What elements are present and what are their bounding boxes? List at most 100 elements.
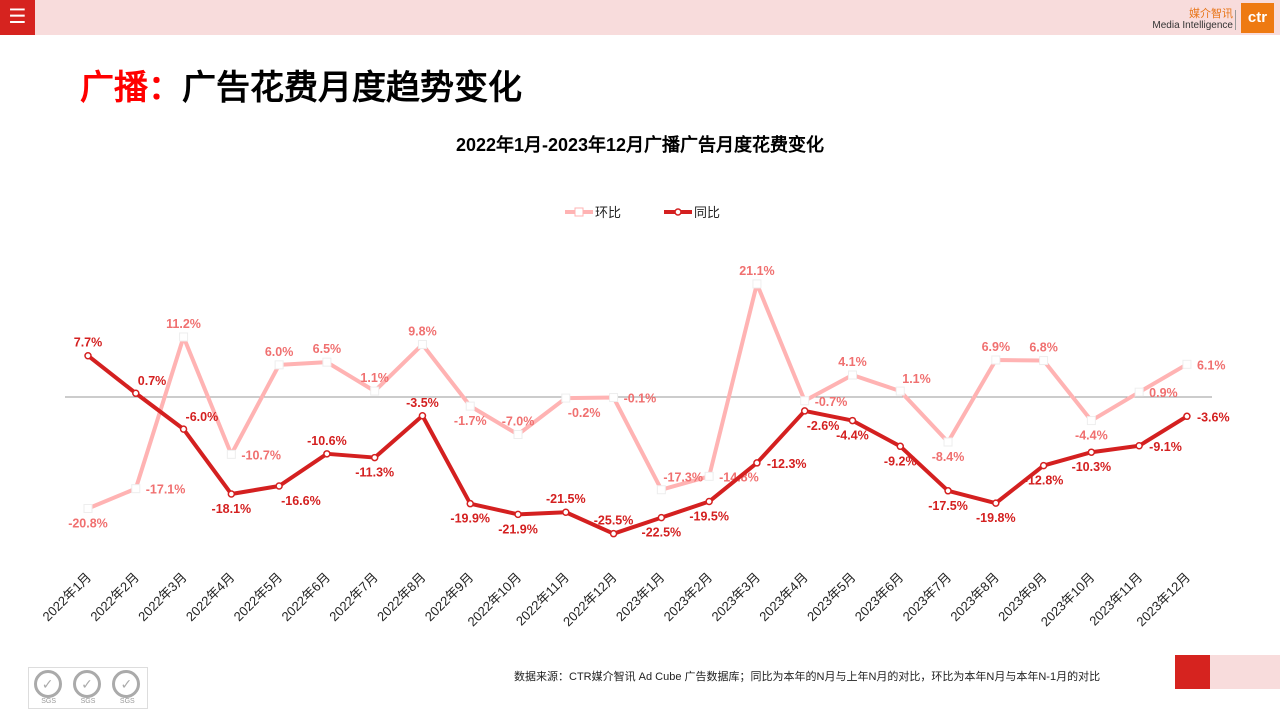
tongbi-point (705, 497, 713, 506)
huanbi-point (943, 437, 953, 447)
tongbi-point (753, 459, 761, 467)
huanbi-point (1182, 359, 1192, 369)
sgs-check-icon: ✓ (33, 670, 62, 698)
brand: 媒介智讯 Media Intelligence (1152, 8, 1233, 32)
tongbi-point (609, 529, 618, 538)
sgs-badge-label: SGS (80, 698, 96, 705)
huanbi-point (274, 360, 284, 370)
x-tick-label: 2023年7月 (900, 570, 955, 625)
huanbi-point (991, 355, 1001, 365)
tongbi-point (466, 499, 474, 508)
sgs-badge: ✓ SGS (109, 669, 145, 707)
data-label: -19.8% (976, 511, 1016, 525)
data-label: -4.4% (1075, 429, 1108, 443)
huanbi-point (465, 401, 475, 411)
footer-accent-red (1175, 655, 1210, 689)
huanbi-point (226, 449, 236, 459)
x-tick-label: 2022年6月 (278, 570, 333, 625)
huanbi-point (895, 386, 905, 396)
data-label: -12.3% (767, 457, 807, 471)
brand-cn: 媒介智讯 (1189, 8, 1233, 20)
hamburger-menu-button[interactable]: ☰ (0, 0, 35, 35)
x-tick-label: 2023年2月 (661, 570, 716, 625)
tongbi-point (132, 389, 140, 397)
tongbi-point (1183, 412, 1191, 421)
x-tick-label: 2023年5月 (804, 570, 859, 625)
data-label: -2.6% (807, 419, 840, 433)
tongbi-point (1135, 442, 1143, 450)
tongbi-point (562, 508, 570, 516)
x-tick-label: 2023年3月 (708, 570, 763, 625)
huanbi-point (656, 485, 666, 495)
huanbi-point (609, 393, 619, 403)
data-label: -18.1% (212, 502, 252, 516)
x-tick-label: 2022年2月 (87, 570, 142, 625)
huanbi-point (561, 393, 571, 403)
tongbi-point (1087, 448, 1096, 456)
huanbi-point (800, 396, 810, 406)
data-label: 1.1% (902, 372, 931, 386)
data-label: 11.2% (166, 317, 201, 331)
data-source-note: 数据来源：CTR媒介智讯 Ad Cube 广告数据库；同比为本年的N月与上年N月… (514, 671, 1101, 683)
data-label: 7.7% (74, 336, 103, 350)
data-label: -21.5% (546, 492, 586, 506)
sgs-badge-label: SGS (119, 698, 135, 705)
series-line-1 (86, 354, 1188, 536)
x-tick-label: 2022年5月 (231, 570, 286, 625)
data-label: -0.7% (815, 395, 848, 409)
divider (1235, 10, 1236, 30)
huanbi-point (131, 484, 141, 494)
sgs-certification-badges: ✓ SGS ✓ SGS ✓ SGS (28, 667, 148, 709)
data-label: -16.6% (281, 494, 321, 508)
data-label: -11.3% (355, 466, 394, 480)
data-label: -4.4% (836, 429, 869, 443)
ctr-logo: ctr (1241, 3, 1274, 33)
data-label: -0.1% (624, 392, 657, 406)
data-label: -6.0% (186, 410, 219, 424)
title-prefix: 广播： (80, 69, 182, 107)
data-label: -21.9% (498, 522, 538, 536)
tongbi-point (800, 407, 809, 415)
data-label: -1.7% (454, 414, 487, 428)
tongbi-point (1039, 461, 1048, 470)
huanbi-point (704, 471, 714, 481)
huanbi-point (1134, 387, 1144, 397)
tongbi-point (657, 513, 666, 522)
data-label: -10.3% (1072, 460, 1112, 474)
data-label: -19.9% (450, 512, 490, 526)
x-tick-label: 2022年8月 (374, 570, 429, 625)
data-label: 9.8% (408, 324, 437, 338)
tongbi-point (514, 510, 522, 519)
data-label: -3.6% (1197, 410, 1230, 424)
data-label: -12.8% (1024, 474, 1064, 488)
x-tick-label: 2023年8月 (947, 570, 1002, 625)
x-tick-label: 2023年4月 (756, 570, 811, 625)
tongbi-point (418, 412, 427, 420)
huanbi-point (513, 430, 523, 440)
data-label: -19.5% (689, 510, 729, 524)
top-bar (0, 0, 1280, 35)
data-label: 0.9% (1149, 386, 1178, 400)
data-label: 1.1% (360, 371, 389, 385)
sgs-check-icon: ✓ (112, 670, 141, 698)
data-label: 6.8% (1029, 341, 1058, 355)
data-label: -25.5% (594, 514, 634, 528)
tongbi-point (896, 442, 905, 451)
series-line-0 (87, 281, 1188, 511)
x-tick-label: 2022年1月 (40, 570, 95, 625)
data-label: 0.7% (138, 374, 167, 388)
data-label: 4.1% (838, 355, 867, 369)
huanbi-point (752, 279, 762, 289)
huanbi-point (847, 370, 857, 380)
tongbi-point (179, 425, 188, 433)
sgs-badge: ✓ SGS (70, 669, 106, 707)
title-main: 广告花费月度趋势变化 (182, 69, 522, 107)
huanbi-point (179, 332, 189, 342)
data-label: -3.5% (406, 396, 439, 410)
data-label: -9.1% (1149, 440, 1182, 454)
data-label: -9.2% (884, 454, 917, 468)
legend-marker (674, 208, 682, 216)
legend-marker (574, 207, 584, 217)
tongbi-point (275, 482, 283, 490)
brand-en: Media Intelligence (1152, 20, 1233, 31)
